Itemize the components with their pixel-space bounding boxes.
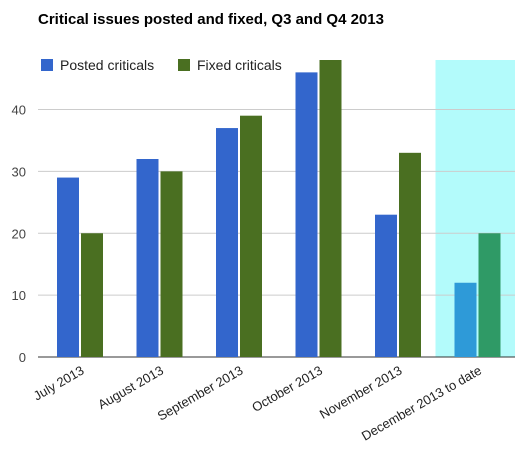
bar-posted xyxy=(295,72,318,357)
chart-title: Critical issues posted and fixed, Q3 and… xyxy=(38,11,384,28)
bar-fixed xyxy=(160,171,183,357)
bar-posted xyxy=(136,159,159,357)
bar-posted xyxy=(454,282,477,357)
y-tick-label: 40 xyxy=(12,103,26,118)
bar-fixed xyxy=(399,152,421,357)
y-tick-label: 10 xyxy=(12,288,26,303)
bar-fixed xyxy=(319,60,342,357)
bar-fixed xyxy=(81,233,103,357)
y-tick-label: 30 xyxy=(12,164,26,179)
x-category-label: August 2013 xyxy=(95,363,166,412)
bar-fixed xyxy=(240,115,262,357)
legend-label-posted: Posted criticals xyxy=(60,57,154,73)
legend-swatch-posted xyxy=(41,59,53,71)
bar-fixed xyxy=(478,233,501,357)
bar-posted xyxy=(375,214,397,357)
bar-posted xyxy=(216,128,238,357)
y-tick-label: 20 xyxy=(12,226,26,241)
legend-swatch-fixed xyxy=(178,59,190,71)
x-category-label: October 2013 xyxy=(249,363,325,415)
legend: Posted criticals Fixed criticals xyxy=(41,57,282,73)
x-category-label: September 2013 xyxy=(155,363,246,424)
bar-posted xyxy=(57,177,79,357)
x-category-label: July 2013 xyxy=(31,363,87,404)
y-tick-label: 0 xyxy=(19,350,26,365)
legend-label-fixed: Fixed criticals xyxy=(197,57,282,73)
